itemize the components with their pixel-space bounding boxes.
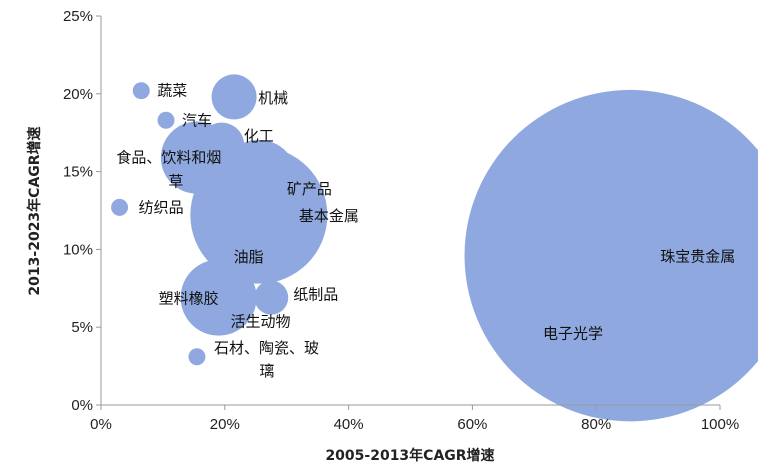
bubble-point: [220, 139, 297, 216]
y-tick-label: 10%: [63, 241, 93, 258]
point-label: 珠宝贵金属: [660, 248, 735, 266]
bubble-point: [237, 293, 255, 311]
point-label: 纺织品: [139, 198, 184, 216]
bubble-point: [254, 280, 289, 315]
point-label: 矿产品: [287, 180, 332, 198]
x-tick-label: 100%: [701, 416, 739, 433]
bubble-point: [157, 111, 175, 129]
bubble-point: [111, 198, 129, 216]
point-label: 电子光学: [543, 324, 603, 342]
y-tick-label: 15%: [63, 164, 93, 181]
axes-layer: [100, 16, 720, 406]
point-label: 汽车: [182, 111, 212, 129]
point-label: 化工: [244, 127, 274, 145]
x-tick-label: 80%: [581, 416, 611, 433]
y-tick-label: 20%: [63, 86, 93, 103]
x-tick-label: 0%: [90, 416, 112, 433]
bubble-point: [199, 122, 245, 168]
y-axis-title: 2013-2023年CAGR增速: [26, 126, 43, 295]
point-label: 活生动物: [230, 312, 290, 330]
bubbles-layer: [111, 74, 758, 422]
x-axis-title: 2005-2013年CAGR增速: [325, 447, 494, 464]
point-label: 基本金属: [299, 207, 359, 225]
ticks-layer: 0% 20% 40% 60% 80% 100% 0% 5% 10% 15% 20% 25%: [63, 8, 739, 433]
point-label: 食品、饮料和烟草: [116, 149, 221, 191]
point-label: 机械: [258, 89, 288, 107]
y-tick-label: 25%: [63, 8, 93, 25]
bubble-point: [464, 89, 758, 422]
x-tick-label: 40%: [334, 416, 364, 433]
point-label: 塑料橡胶: [159, 290, 219, 308]
point-label: 纸制品: [293, 286, 338, 304]
labels-layer: 蔬菜 机械汽车化工食品、饮料和烟草矿产品纺织品基本金属油脂塑料橡胶 纸制品活生动物石…: [116, 82, 735, 380]
bubble-point: [132, 82, 150, 100]
y-tick-label: 0%: [71, 397, 93, 414]
bubble-point: [180, 259, 257, 336]
bubble-point: [581, 307, 599, 325]
bubble-point: [211, 74, 257, 120]
bubble-point: [210, 248, 228, 266]
point-label: 蔬菜: [157, 82, 187, 100]
x-tick-label: 60%: [457, 416, 487, 433]
bubble-point: [188, 348, 206, 366]
x-tick-label: 20%: [210, 416, 240, 433]
point-label: 石材、陶瓷、玻璃: [214, 339, 319, 380]
y-tick-label: 5%: [71, 319, 93, 336]
point-label: 油脂: [234, 248, 264, 266]
